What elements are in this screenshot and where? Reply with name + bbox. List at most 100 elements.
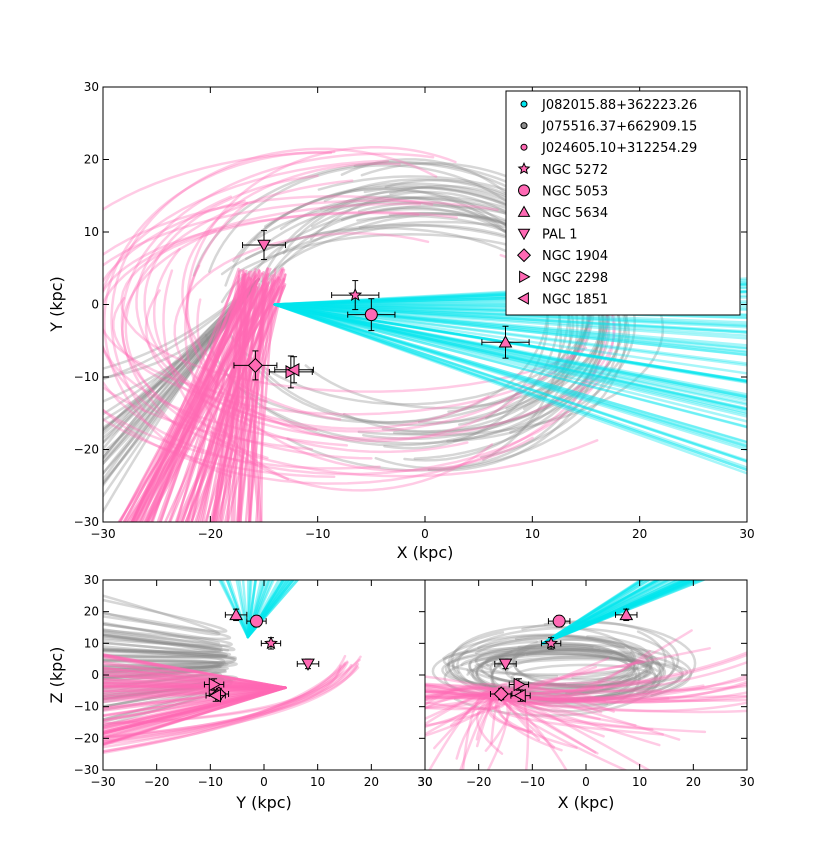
orbit-track	[425, 688, 502, 697]
orbit-track	[103, 648, 231, 660]
legend-marker	[517, 205, 531, 217]
orbit-track	[273, 303, 747, 405]
orbit-track	[103, 654, 287, 689]
cluster-ngc-2298	[208, 677, 222, 692]
orbit-track	[498, 629, 693, 703]
orbit-track	[541, 580, 688, 645]
orbit-track	[103, 663, 353, 738]
orbit-track	[219, 580, 250, 639]
orbit-track	[103, 660, 349, 755]
orbit-track	[103, 684, 287, 689]
orbit-track	[103, 686, 287, 735]
legend-item: J024605.10+312254.29	[520, 141, 697, 156]
x-tick-label: −30	[90, 775, 115, 789]
orbit-track	[103, 686, 287, 722]
orbit-track	[103, 621, 236, 652]
orbit-track	[541, 580, 699, 645]
orbit-track	[246, 580, 258, 639]
orbit-track	[232, 273, 244, 522]
orbit-track	[425, 686, 502, 707]
orbit-track	[450, 624, 637, 695]
legend-item: J082015.88+362223.26	[520, 98, 697, 113]
orbit-track	[273, 303, 747, 383]
orbit-track	[541, 580, 696, 645]
orbit-track	[425, 660, 747, 700]
orbit-track	[541, 580, 688, 645]
orbit-track	[356, 214, 602, 440]
orbit-track	[103, 662, 287, 689]
y-tick-label: 10	[84, 636, 99, 650]
orbit-track	[261, 197, 628, 472]
x-tick-label: −30	[90, 527, 115, 541]
orbit-track	[103, 653, 287, 689]
orbit-track	[186, 275, 241, 522]
orbit-track	[225, 580, 250, 639]
legend-label: NGC 5053	[542, 184, 608, 199]
orbit-track	[120, 210, 588, 393]
orbit-track	[273, 303, 747, 475]
orbit-track	[425, 692, 502, 737]
legend-item: NGC 2298	[519, 270, 608, 286]
orbit-track	[120, 152, 435, 426]
orbit-track	[103, 660, 224, 674]
top-ylabel: Y (kpc)	[47, 276, 66, 333]
legend-label: J024605.10+312254.29	[541, 141, 697, 156]
x-tick-label: 30	[739, 775, 754, 789]
cluster-ngc-5634	[619, 607, 634, 621]
bottom-left-orbit-tracks	[103, 580, 362, 755]
orbit-track	[541, 580, 681, 645]
orbit-track	[103, 661, 349, 739]
orbit-track	[103, 686, 287, 701]
x-tick-label: 0	[582, 775, 590, 789]
orbit-track	[144, 250, 617, 441]
orbit-track	[273, 303, 747, 463]
legend-item: NGC 5272	[517, 162, 608, 178]
orbit-track	[425, 692, 502, 709]
orbit-track	[103, 686, 287, 746]
orbit-track	[511, 635, 654, 688]
cluster-ngc-5272	[264, 636, 278, 650]
orbit-track	[103, 686, 287, 740]
legend-marker	[516, 248, 532, 263]
orbit-track	[251, 189, 562, 462]
orbit-track	[273, 303, 747, 449]
orbit-track	[190, 270, 261, 522]
orbit-track	[425, 680, 747, 704]
orbit-track	[541, 580, 644, 645]
orbit-track	[103, 686, 287, 710]
orbit-track	[185, 264, 527, 443]
orbit-track	[103, 666, 229, 680]
orbit-track	[496, 658, 689, 687]
orbit-track	[103, 686, 287, 700]
orbit-track	[425, 682, 747, 702]
orbit-track	[265, 175, 629, 445]
orbit-track	[425, 686, 502, 702]
orbit-track	[103, 633, 223, 653]
orbit-track	[541, 580, 652, 645]
orbit-track	[103, 684, 287, 689]
orbit-track	[103, 659, 238, 675]
orbit-track	[103, 686, 287, 727]
orbit-track	[220, 580, 250, 639]
orbit-track	[204, 267, 285, 522]
orbit-track	[103, 648, 228, 659]
orbit-track	[488, 692, 664, 736]
orbit-track	[103, 232, 609, 485]
orbit-track	[442, 646, 655, 676]
orbit-track	[475, 648, 667, 695]
orbit-track	[273, 303, 747, 463]
orbit-track	[103, 661, 347, 753]
orbit-track	[541, 580, 652, 645]
orbit-track	[273, 303, 747, 472]
orbit-track	[273, 303, 747, 448]
y-tick-label: 0	[91, 668, 99, 682]
orbit-track	[461, 688, 502, 770]
orbit-track	[543, 620, 680, 699]
orbit-track	[122, 276, 256, 522]
orbit-track	[103, 664, 342, 740]
orbit-track	[103, 679, 233, 701]
orbit-track	[103, 682, 287, 689]
orbit-track	[541, 580, 664, 645]
orbit-track	[256, 186, 592, 427]
orbit-track	[541, 580, 693, 645]
